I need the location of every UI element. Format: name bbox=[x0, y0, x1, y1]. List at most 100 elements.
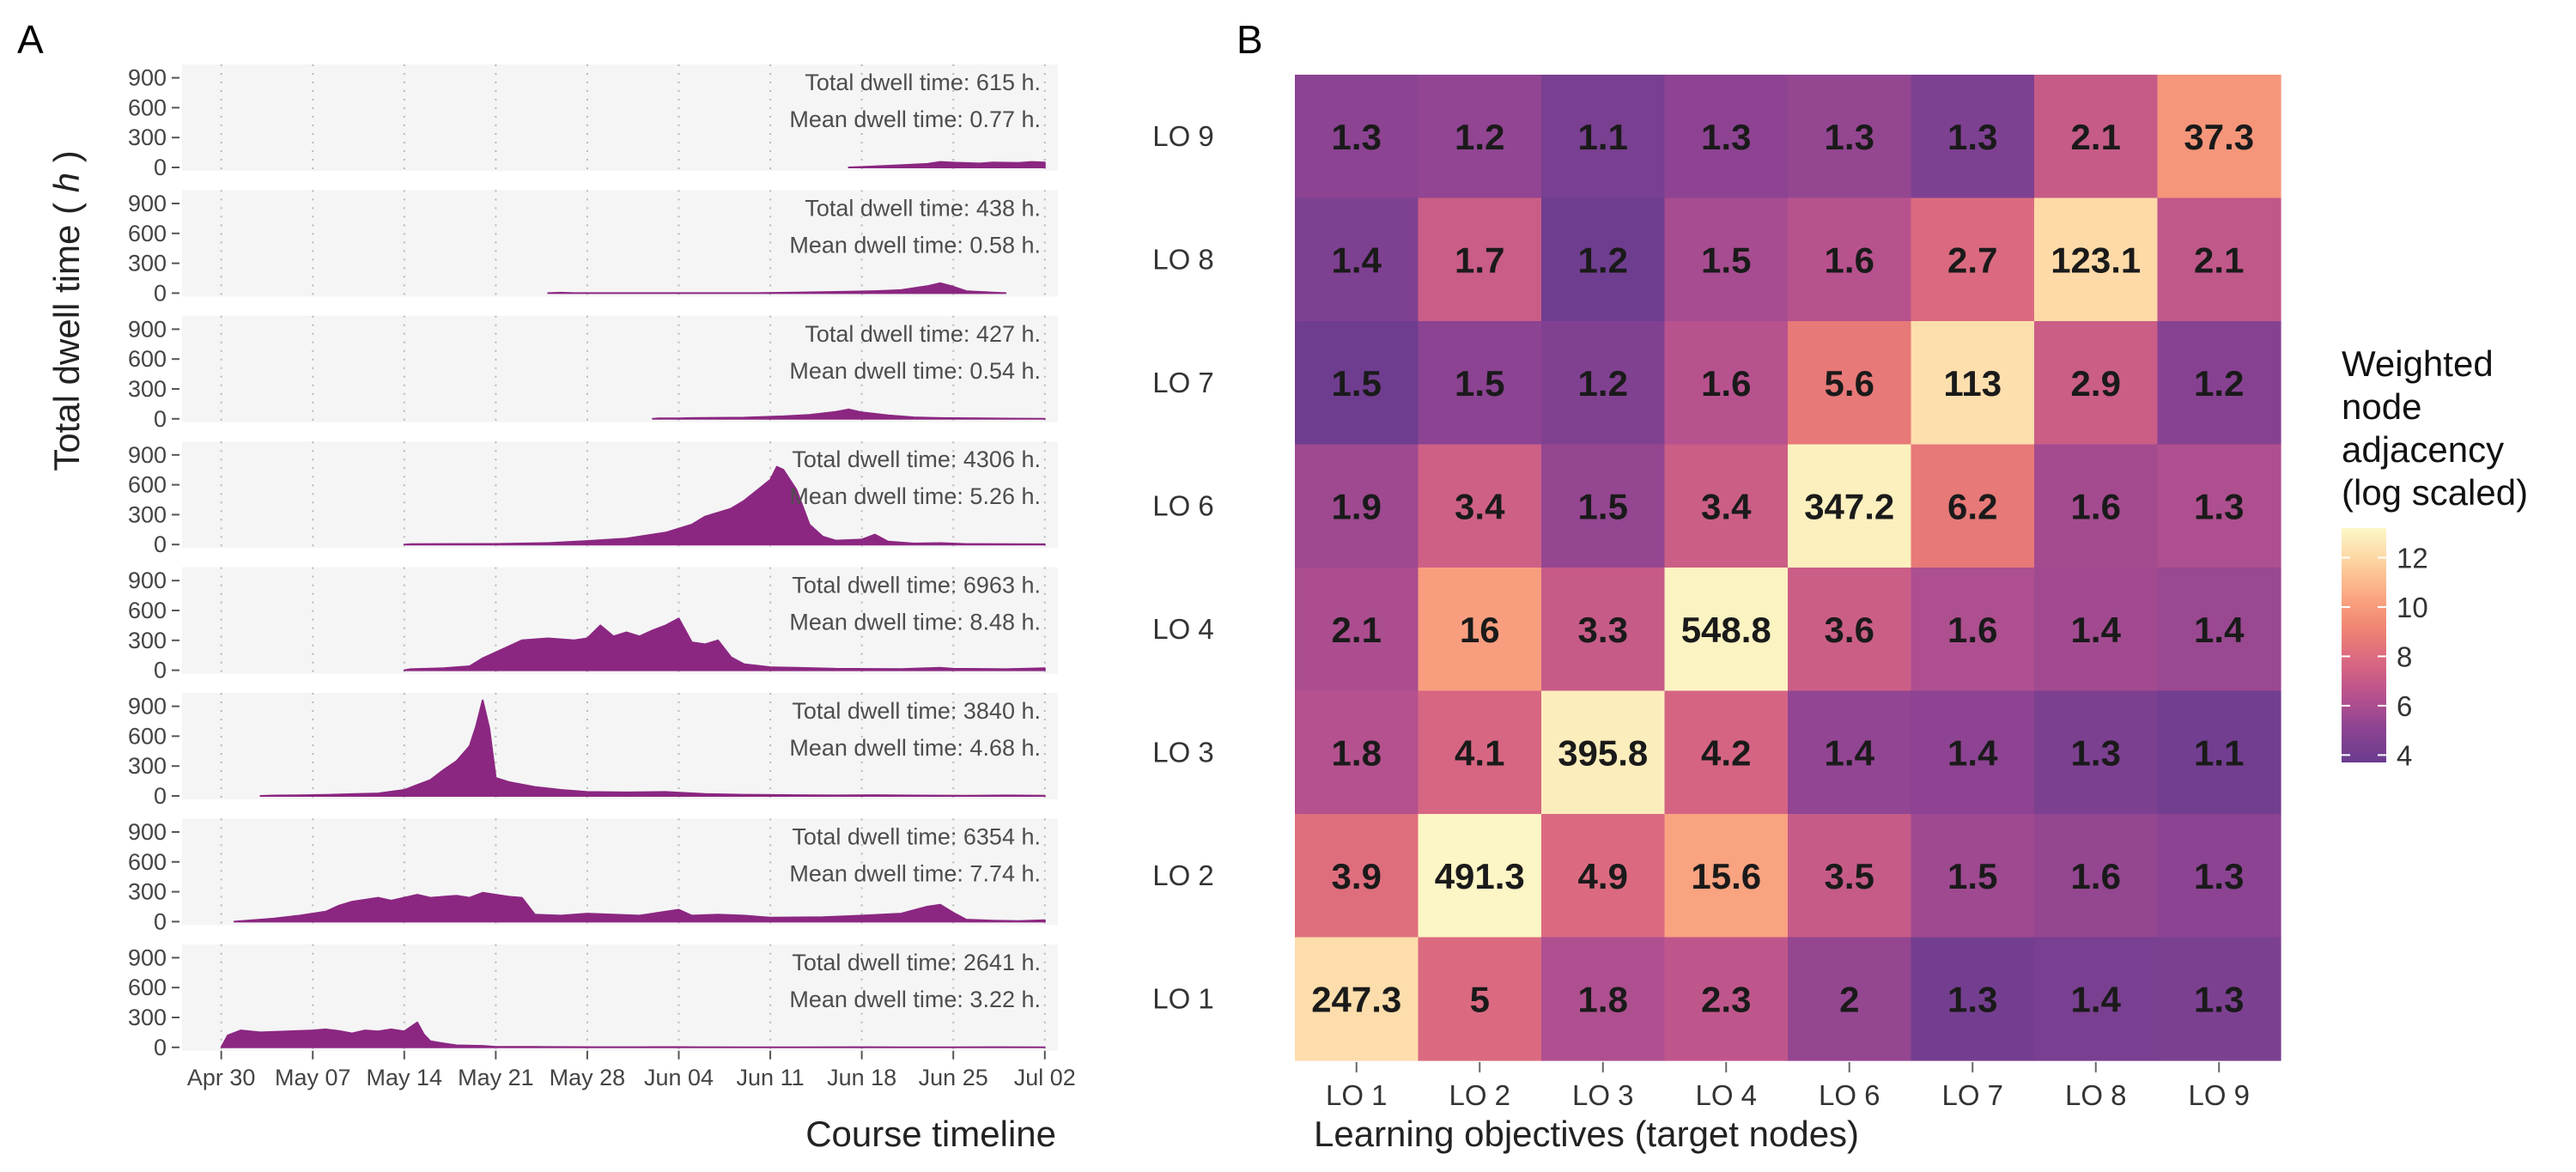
heatmap-cell bbox=[1418, 814, 1542, 938]
y-tick-label: 300 bbox=[128, 251, 167, 276]
x-tick-label: Jun 25 bbox=[919, 1065, 988, 1090]
heatmap-cell-value: 1.6 bbox=[1701, 363, 1751, 404]
heatmap-cell-value: 2 bbox=[1839, 979, 1859, 1019]
heatmap-cell-value: 4.1 bbox=[1455, 732, 1504, 773]
heatmap-cell-value: 395.8 bbox=[1558, 732, 1648, 773]
heatmap-cell-value: 1.3 bbox=[1825, 117, 1874, 157]
heatmap-cell-value: 1.4 bbox=[2071, 610, 2122, 650]
heatmap-cell bbox=[1541, 444, 1666, 568]
heatmap-cell-value: 4.2 bbox=[1701, 732, 1751, 773]
mean-dwell-label: Mean dwell time: 0.77 h. bbox=[789, 106, 1041, 132]
facet-row: 900 600 300 0 Total dwell time: 427 h. Mean d… bbox=[128, 315, 1058, 432]
facet-row: 900 600 300 0 Total dwell time: 615 h. Mean d… bbox=[128, 64, 1058, 180]
y-tick-label: 300 bbox=[128, 753, 167, 779]
heatmap-cell bbox=[1295, 75, 1419, 199]
y-tick-label: 900 bbox=[128, 65, 167, 91]
heatmap-column-label: LO 9 bbox=[2188, 1079, 2250, 1111]
heatmap-cell-value: 491.3 bbox=[1435, 856, 1525, 896]
legend-tick-label: 6 bbox=[2397, 690, 2412, 722]
heatmap-cell bbox=[1911, 197, 2035, 322]
heatmap-cell bbox=[1418, 937, 1542, 1061]
y-tick-label: 0 bbox=[154, 783, 167, 809]
heatmap-cell bbox=[1911, 690, 2035, 815]
heatmap-cell-value: 1.4 bbox=[2194, 610, 2245, 650]
y-tick-label: 600 bbox=[128, 598, 167, 623]
panel-a-y-axis-title: Total dwell time ( h ) bbox=[46, 150, 87, 471]
heatmap-cell-value: 3.9 bbox=[1332, 856, 1382, 896]
heatmap-cell bbox=[1788, 321, 1912, 446]
heatmap-cell bbox=[1664, 814, 1789, 938]
heatmap-cell bbox=[1295, 321, 1419, 446]
x-tick-label: Jun 11 bbox=[737, 1065, 805, 1090]
heatmap-cell-value: 15.6 bbox=[1691, 856, 1761, 896]
y-tick-label: 0 bbox=[154, 280, 167, 306]
facet-background bbox=[182, 441, 1058, 549]
heatmap-cell-value: 1.1 bbox=[2194, 732, 2244, 773]
facet-row: 900 600 300 0 Total dwell time: 438 h. Mean d… bbox=[128, 190, 1058, 306]
heatmap-cell-value: 1.6 bbox=[1825, 240, 1874, 280]
heatmap-cell-value: 1.3 bbox=[1332, 117, 1382, 157]
panel-a-x-axis-title: Course timeline bbox=[805, 1114, 1056, 1154]
heatmap-cell-value: 1.5 bbox=[1455, 363, 1504, 404]
heatmap-cell-value: 113 bbox=[1943, 363, 2002, 404]
x-tick-label: Apr 30 bbox=[187, 1065, 256, 1090]
y-tick-label: 300 bbox=[128, 879, 167, 905]
y-tick-label: 0 bbox=[154, 908, 167, 934]
facet-background bbox=[182, 64, 1058, 171]
facet-row: 900 600 300 0 Total dwell time: 3840 h. Mean … bbox=[128, 693, 1058, 809]
heatmap-cell bbox=[1788, 690, 1912, 815]
heatmap-row-label: LO 1 bbox=[1152, 982, 1214, 1014]
heatmap-row-label: LO 3 bbox=[1152, 736, 1214, 768]
heatmap-cell-value: 3.4 bbox=[1701, 486, 1752, 526]
mean-dwell-label: Mean dwell time: 7.74 h. bbox=[789, 860, 1041, 886]
heatmap-cell bbox=[1541, 690, 1666, 815]
heatmap-cell-value: 1.6 bbox=[1947, 610, 1997, 650]
heatmap-cell-value: 1.5 bbox=[1947, 856, 1997, 896]
heatmap-cell bbox=[2034, 690, 2159, 815]
heatmap-cell bbox=[1418, 197, 1542, 322]
y-tick-label: 300 bbox=[128, 501, 167, 527]
heatmap-cell-value: 2.1 bbox=[2194, 240, 2244, 280]
y-tick-label: 0 bbox=[154, 531, 167, 557]
heatmap-column-label: LO 3 bbox=[1572, 1079, 1634, 1111]
heatmap-cell bbox=[2034, 197, 2159, 322]
dwell-time-area bbox=[652, 408, 1046, 420]
heatmap-row-label: LO 6 bbox=[1152, 489, 1214, 521]
heatmap-cell bbox=[1295, 814, 1419, 938]
heatmap-cell bbox=[1788, 814, 1912, 938]
facet-row: 900 600 300 0 Total dwell time: 4306 h. Mean … bbox=[128, 441, 1058, 557]
heatmap-cell bbox=[1418, 568, 1542, 692]
mean-dwell-label: Mean dwell time: 4.68 h. bbox=[789, 735, 1041, 761]
heatmap-cell bbox=[1295, 197, 1419, 322]
x-tick-label: Jun 04 bbox=[644, 1065, 714, 1090]
heatmap-cell-value: 5 bbox=[1470, 979, 1490, 1019]
y-tick-label: 900 bbox=[128, 191, 167, 216]
heatmap-cell-value: 1.5 bbox=[1578, 486, 1628, 526]
heatmap-cell-value: 1.8 bbox=[1332, 732, 1382, 773]
x-tick-label: May 28 bbox=[550, 1065, 626, 1090]
total-dwell-label: Total dwell time: 3840 h. bbox=[792, 698, 1041, 724]
y-tick-label: 600 bbox=[128, 849, 167, 875]
heatmap-cell-value: 3.5 bbox=[1825, 856, 1874, 896]
heatmap-row-label: LO 7 bbox=[1152, 367, 1214, 398]
heatmap-cell-value: 1.2 bbox=[2194, 363, 2244, 404]
heatmap-cell bbox=[1788, 197, 1912, 322]
heatmap-cell bbox=[1664, 568, 1789, 692]
x-tick-label: Jul 02 bbox=[1014, 1065, 1076, 1090]
heatmap-cell bbox=[1418, 690, 1542, 815]
heatmap-cell bbox=[1664, 75, 1789, 199]
mean-dwell-label: Mean dwell time: 3.22 h. bbox=[789, 987, 1041, 1012]
heatmap-cell-value: 1.6 bbox=[2071, 856, 2121, 896]
facet-row: 900 600 300 0 Total dwell time: 2641 h. Mean … bbox=[128, 944, 1058, 1060]
heatmap-cell bbox=[1295, 444, 1419, 568]
heatmap-cell-value: 1.2 bbox=[1578, 363, 1628, 404]
heatmap-cell bbox=[1295, 937, 1419, 1061]
total-dwell-label: Total dwell time: 6963 h. bbox=[792, 573, 1041, 598]
heatmap-cell bbox=[1541, 197, 1666, 322]
facet-row: 900 600 300 0 Total dwell time: 6963 h. Mean … bbox=[128, 567, 1058, 683]
heatmap-cell bbox=[2157, 321, 2281, 446]
heatmap-cell-value: 1.4 bbox=[2071, 979, 2122, 1019]
y-tick-label: 600 bbox=[128, 472, 167, 498]
dwell-time-area bbox=[403, 465, 1046, 546]
